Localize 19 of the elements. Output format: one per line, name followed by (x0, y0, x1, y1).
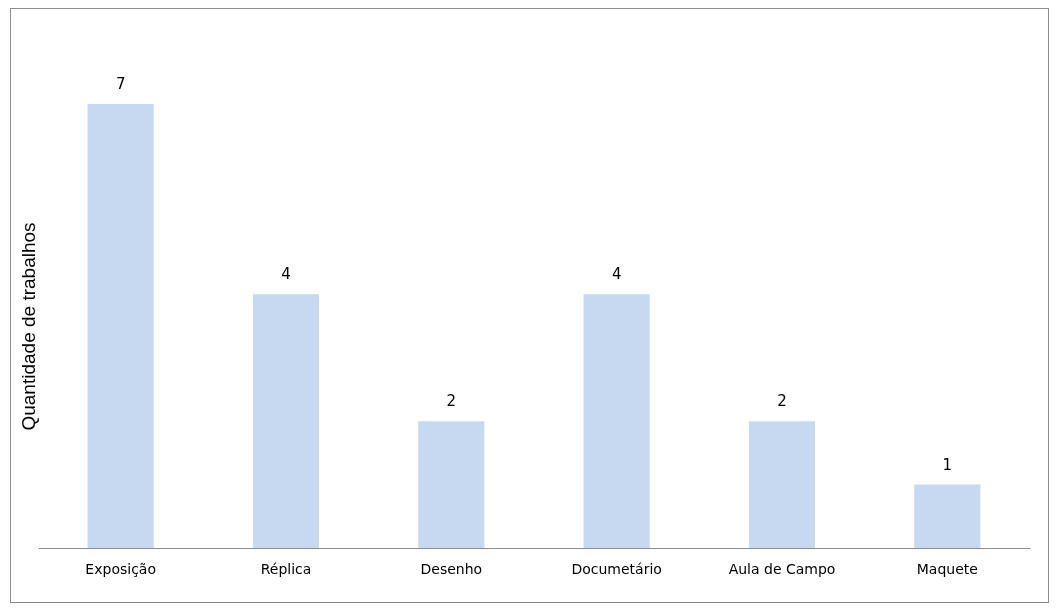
x-tick-label: Maquete (916, 560, 978, 577)
x-tick-label: Desenho (420, 560, 483, 577)
bar (914, 484, 981, 548)
data-label: 4 (611, 265, 622, 284)
data-label: 4 (281, 265, 291, 284)
bar (87, 104, 154, 548)
bar (748, 421, 816, 548)
data-label: 2 (446, 392, 457, 411)
x-tick-label: Aula de Campo (728, 560, 836, 577)
y-axis-title: Quantidade de trabalhos (17, 222, 39, 431)
data-label: 2 (777, 392, 787, 411)
x-tick-label: Réplica (260, 560, 312, 577)
data-label: 1 (942, 455, 953, 474)
data-label: 7 (115, 75, 126, 93)
bar (583, 294, 650, 548)
bar (418, 421, 485, 548)
bar (252, 294, 320, 548)
x-tick-label: Documetário (571, 560, 662, 577)
x-tick-label: Exposição (85, 560, 156, 577)
